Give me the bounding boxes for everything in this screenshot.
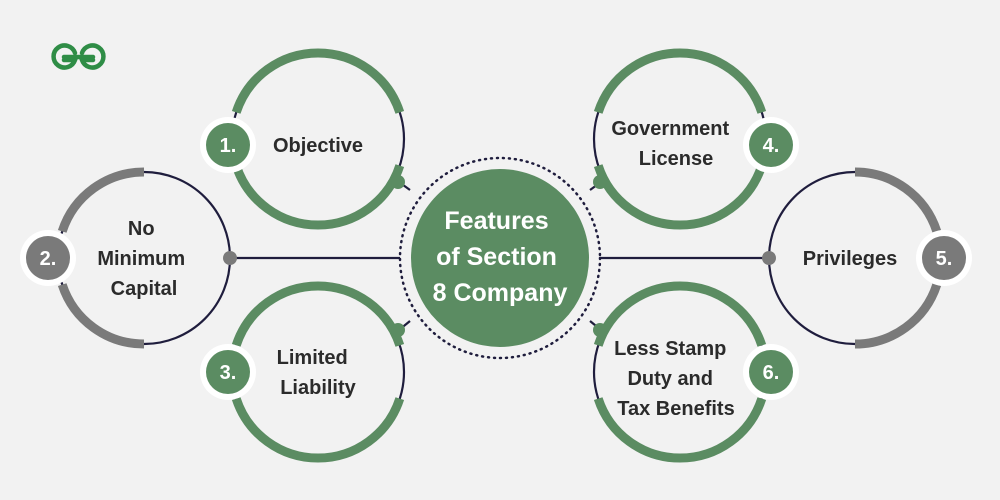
feature-badge: 2. (20, 230, 76, 286)
connector-dot (593, 175, 607, 189)
feature-badge: 4. (743, 117, 799, 173)
center-circle (411, 169, 589, 347)
feature-arc-bottom (593, 164, 767, 230)
feature-arc-bottom (854, 283, 942, 349)
feature-arc-top (854, 167, 942, 233)
feature-arc-bottom (231, 397, 405, 463)
gfg-logo-icon (51, 43, 106, 70)
feature-label: Less Stamp Duty and Tax Benefits (614, 338, 735, 420)
feature-badge: 1. (200, 117, 256, 173)
feature-number: 4. (763, 135, 780, 157)
feature-arc-top (231, 281, 405, 347)
feature-number: 6. (763, 362, 780, 384)
feature-number: 1. (220, 135, 237, 157)
feature-arc-top (593, 48, 767, 114)
feature-number: 2. (40, 248, 57, 270)
feature-less-stamp-duty: 6. Less Stamp Duty and Tax Benefits (592, 281, 799, 463)
feature-badge: 3. (200, 344, 256, 400)
feature-badge: 6. (743, 344, 799, 400)
feature-label: Limited Liability (277, 347, 357, 399)
feature-label: Objective (273, 135, 363, 157)
connector-dot (762, 251, 776, 265)
connector-dot (223, 251, 237, 265)
center-dotted-ring (398, 156, 602, 360)
feature-arc-top (231, 48, 405, 114)
feature-number: 3. (220, 362, 237, 384)
feature-arc-bottom (593, 397, 767, 463)
center-title: Features of Section 8 Company (433, 207, 568, 307)
connector-dot (391, 323, 405, 337)
feature-number: 5. (936, 248, 953, 270)
feature-label: Privileges (803, 248, 898, 270)
feature-limited-liability: 3. Limited Liability (200, 281, 406, 463)
feature-label: No Minimum Capital (97, 218, 190, 300)
feature-arc-bottom (57, 283, 145, 349)
feature-label: Government License (611, 118, 734, 170)
connector-dot (593, 323, 607, 337)
feature-government-license: 4. Government License (592, 48, 799, 230)
feature-objective: 1. Objective (200, 48, 406, 230)
feature-no-minimum-capital: 2. No Minimum Capital (20, 167, 237, 349)
feature-privileges: 5. Privileges (762, 167, 972, 349)
feature-arc-top (593, 281, 767, 347)
feature-arc-top (57, 167, 145, 233)
connector-dot (391, 175, 405, 189)
feature-badge: 5. (916, 230, 972, 286)
feature-arc-bottom (231, 164, 405, 230)
